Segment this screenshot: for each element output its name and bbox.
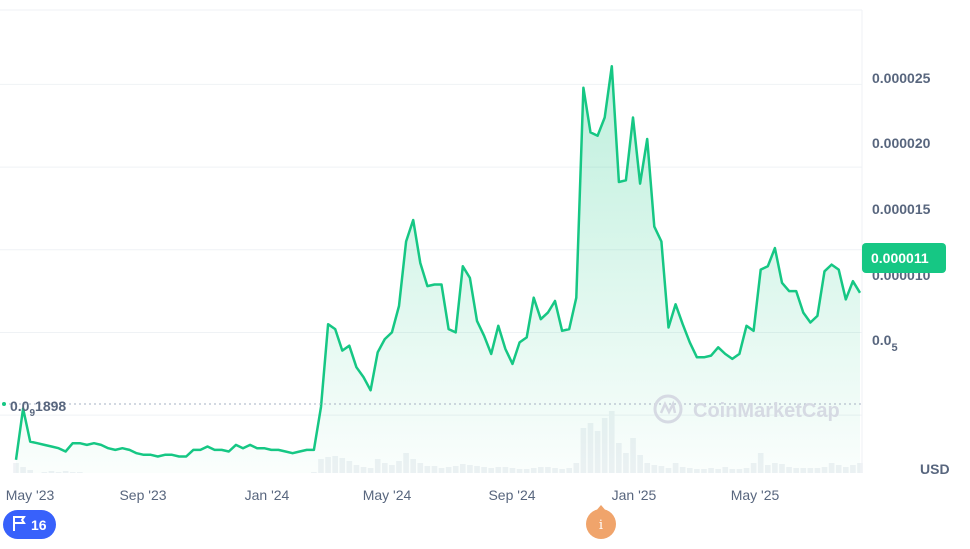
start-price-sub: 9 xyxy=(29,408,35,419)
current-price-badge-bg xyxy=(862,243,946,273)
price-line xyxy=(14,64,862,460)
current-price-badge: 0.000011 xyxy=(862,243,946,273)
x-tick-label: May '23 xyxy=(6,487,55,503)
y-tick-label: 0.05 xyxy=(872,332,898,354)
currency-label: USD xyxy=(920,461,950,477)
y-tick-label-main: 0.0 xyxy=(872,332,892,348)
x-tick-label: Jan '25 xyxy=(612,487,657,503)
x-axis: May '23 Sep '23 Jan '24 May '24 Sep '24 … xyxy=(6,487,780,503)
y-axis: 0.000025 0.000020 0.000015 0.000010 0.05… xyxy=(872,70,950,477)
watermark-text: CoinMarketCap xyxy=(693,400,840,422)
price-area xyxy=(14,64,862,473)
x-tick-label: Jan '24 xyxy=(245,487,290,503)
start-price-rest: 1898 xyxy=(35,398,66,414)
x-tick-label: May '24 xyxy=(363,487,412,503)
start-price-prefix: 0.0 xyxy=(10,398,30,414)
y-tick-label-sub: 5 xyxy=(891,342,897,354)
start-price-dot xyxy=(2,402,6,406)
start-price-label-group: 0.091898 xyxy=(2,398,66,419)
watermark: CoinMarketCap xyxy=(653,394,840,424)
events-flag-badge-bg[interactable] xyxy=(3,510,56,539)
x-tick-label: Sep '23 xyxy=(119,487,166,503)
coinmarketcap-logo-icon xyxy=(653,394,683,424)
events-count: 16 xyxy=(31,517,47,533)
info-icon: i xyxy=(599,518,603,533)
y-tick-label: 0.000025 xyxy=(872,70,931,86)
info-event-badge[interactable]: i xyxy=(586,505,616,539)
events-flag-badge[interactable]: 16 xyxy=(3,510,56,539)
x-tick-label: Sep '24 xyxy=(488,487,535,503)
flag-icon xyxy=(13,516,26,531)
coinmarketcap-logo-wave xyxy=(659,400,677,415)
x-tick-label: May '25 xyxy=(731,487,780,503)
current-price-label: 0.000011 xyxy=(871,250,929,266)
info-badge-bg[interactable] xyxy=(586,509,616,539)
start-price-label: 0.091898 xyxy=(10,398,66,419)
y-tick-label: 0.000015 xyxy=(872,201,931,217)
y-tick-label: 0.000020 xyxy=(872,135,931,151)
